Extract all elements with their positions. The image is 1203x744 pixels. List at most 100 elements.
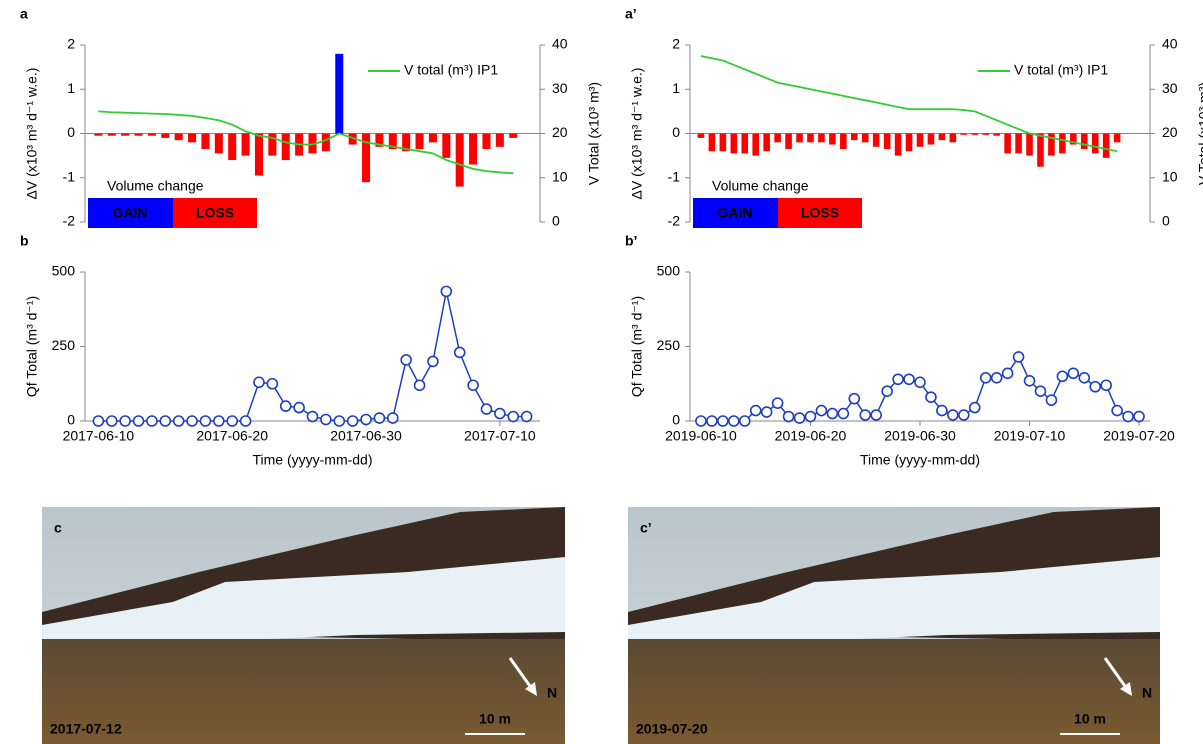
point [771,397,784,409]
y-axis-label: Qf Total (m³ d⁻¹) [629,296,645,397]
legend-loss [173,198,257,228]
photo-ground [42,639,565,744]
bar [415,133,424,149]
bar [188,133,197,143]
point [320,413,332,426]
y2-axis-label: V Total (x10³ m³) [586,82,602,185]
y2-tick-label: 20 [1162,124,1178,140]
point [253,376,265,389]
photo-date: 2019-07-20 [636,721,708,737]
point [738,415,751,427]
y2-tick-label: 40 [1162,36,1178,52]
bar [938,133,946,141]
point [837,407,850,420]
bar [763,133,770,152]
point [782,410,795,423]
point [467,379,479,392]
bar [402,133,411,152]
x-tick-label: 2017-07-10 [464,428,536,444]
bar [883,133,891,149]
y2-tick-label: 40 [552,36,568,52]
legend-gain [693,198,778,228]
bar [1037,133,1044,167]
bar [107,133,116,136]
point [105,415,118,427]
volume-line [700,55,1118,153]
legend-gain-label: GAIN [113,205,148,221]
x-tick-label: 2019-06-30 [884,428,956,444]
legend-loss [778,198,862,228]
point [494,407,506,420]
photo-panel: c’ [640,520,652,536]
bar [495,133,504,147]
bar [796,133,803,143]
point [186,415,198,427]
bar [949,133,957,143]
bar [894,133,902,156]
x-tick-label: 2017-06-20 [196,428,268,444]
point [1067,367,1080,380]
y-axis-label: ΔV (x10³ m³ d⁻¹ w.e.) [24,68,40,200]
bar [134,133,143,136]
bar [455,133,464,187]
bar [905,133,913,152]
y2-tick-label: 0 [1162,213,1170,229]
point [427,355,439,368]
y-tick-label: 0 [672,124,680,140]
bar [927,133,935,145]
legend-title: Volume change [712,178,809,194]
point [440,285,453,298]
point [1078,371,1091,384]
photo-date: 2017-07-12 [50,721,122,737]
point [706,415,718,427]
bar [993,133,1000,136]
bar [308,133,317,154]
point [1045,394,1058,406]
x-tick-label: 2019-06-10 [665,428,737,444]
bar [752,133,759,156]
x-tick-label: 2017-06-30 [330,428,402,444]
y-axis-label: Qf Total (m³ d⁻¹) [24,296,40,397]
point [239,415,252,427]
point [1089,380,1102,393]
point [958,409,970,421]
bar [241,133,250,156]
north-label: N [547,685,557,701]
point [333,415,346,427]
bar [1091,133,1099,154]
point [199,415,212,427]
north-arrow [508,657,534,690]
y2-tick-label: 10 [552,168,568,184]
bar [362,133,371,183]
bar [482,133,491,149]
bar [785,133,792,149]
point [979,371,992,384]
x-axis-label: Time (yyyy-mm-dd) [860,452,980,468]
point [306,410,319,423]
point [1001,367,1014,380]
point [159,415,172,427]
point [947,409,959,421]
x-tick-label: 2019-07-20 [1103,428,1175,444]
point [1012,351,1025,363]
x-axis-label: Time (yyyy-mm-dd) [252,452,372,468]
legend-label: V total (m³) IP1 [1014,62,1108,78]
bar [774,133,781,143]
photo-snow [628,557,1160,647]
legend-title: Volume change [107,178,204,194]
photo-panel: c [54,520,62,536]
x-tick-label: 2019-06-20 [775,428,847,444]
y2-tick-label: 30 [1162,80,1178,96]
y-tick-label: 1 [672,80,680,96]
point [346,415,359,427]
north-arrow [1103,657,1129,690]
bar [708,133,716,152]
bar [1081,133,1088,149]
bar [281,133,290,161]
bar [388,133,397,149]
bar [1015,133,1022,154]
point [213,415,225,427]
bar [818,133,825,143]
y2-tick-label: 20 [552,124,568,140]
